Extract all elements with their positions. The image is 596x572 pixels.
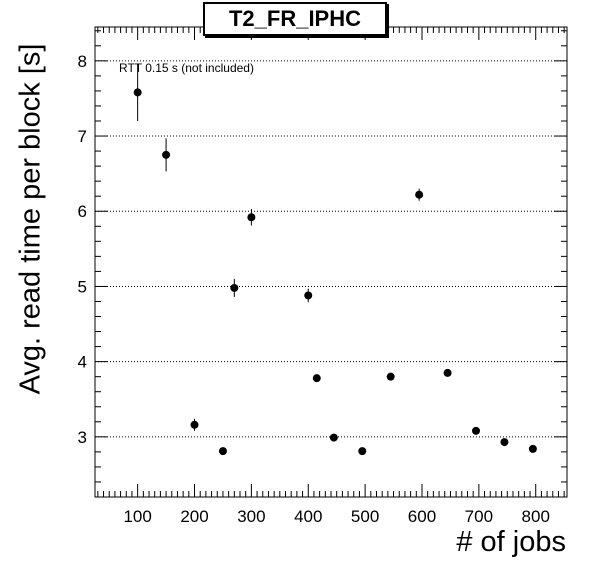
y-tick-label: 5 xyxy=(78,277,87,296)
x-tick-label: 700 xyxy=(465,507,493,526)
tick-labels: 3 4 5 6 7 8 100 200 300 400 500 600 700 800 xyxy=(78,52,550,526)
data-point xyxy=(304,291,313,300)
data-point xyxy=(358,447,367,456)
data-point xyxy=(500,438,509,447)
data-point xyxy=(247,213,256,222)
data-point xyxy=(415,190,424,199)
y-tick-label: 7 xyxy=(78,127,87,146)
x-tick-label: 600 xyxy=(408,507,436,526)
data-points xyxy=(133,63,537,456)
x-tick-label: 800 xyxy=(522,507,550,526)
x-tick-label: 400 xyxy=(294,507,322,526)
y-tick-label: 4 xyxy=(78,353,87,372)
chart-title: T2_FR_IPHC xyxy=(203,2,387,36)
x-tick-label: 200 xyxy=(180,507,208,526)
rtt-annotation: RTT 0.15 s (not included) xyxy=(119,61,254,75)
y-axis-label: Avg. read time per block [s] xyxy=(14,43,47,395)
data-point xyxy=(162,150,171,159)
data-point xyxy=(329,433,338,442)
y-tick-label: 3 xyxy=(78,428,87,447)
x-axis-label: # of jobs xyxy=(456,526,566,558)
x-tick-label: 300 xyxy=(237,507,265,526)
grid-lines xyxy=(95,60,567,438)
y-tick-label: 6 xyxy=(78,202,87,221)
data-point xyxy=(472,426,481,435)
y-tick-label: 8 xyxy=(78,52,87,71)
data-point xyxy=(386,372,395,381)
axis-ticks xyxy=(95,27,567,498)
x-tick-label: 500 xyxy=(351,507,379,526)
data-point xyxy=(528,444,537,453)
data-point xyxy=(312,374,321,383)
data-point xyxy=(443,368,452,377)
data-point xyxy=(230,283,239,292)
plot-frame xyxy=(94,26,568,498)
data-point xyxy=(190,420,199,429)
data-point xyxy=(133,88,142,97)
data-point xyxy=(218,447,227,456)
x-tick-label: 100 xyxy=(123,507,151,526)
